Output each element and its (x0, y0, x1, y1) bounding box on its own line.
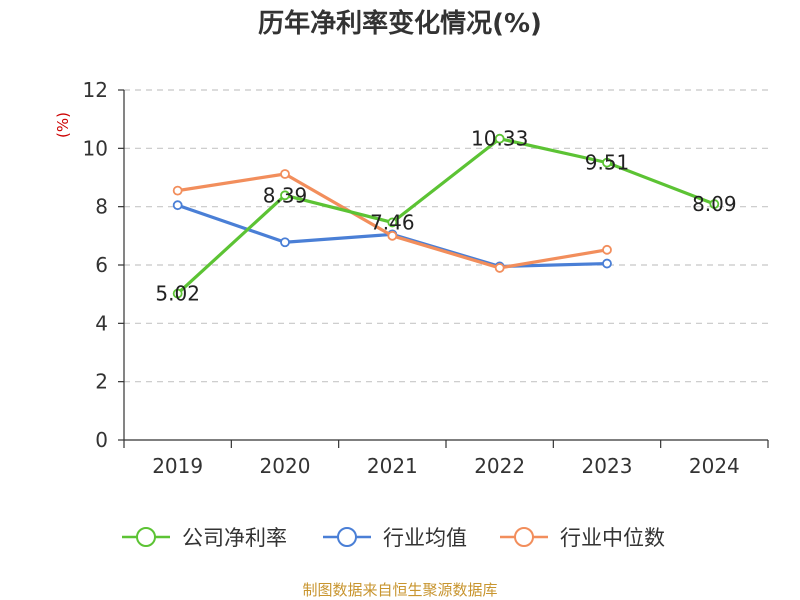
data-point (494, 263, 505, 273)
chart-title: 历年净利率变化情况(%) (258, 8, 542, 39)
y-tick-label: 12 (83, 78, 108, 102)
data-label: 5.02 (155, 282, 200, 306)
y-tick-label: 2 (95, 370, 108, 394)
series-2 (172, 169, 612, 273)
data-point (280, 169, 290, 179)
data-point (602, 157, 612, 168)
legend-item: 行业均值 (323, 526, 467, 550)
grid-lines (124, 89, 768, 383)
y-tick-label: 0 (95, 428, 108, 452)
data-label: 10.33 (471, 127, 528, 151)
y-tick-label: 6 (95, 253, 108, 277)
x-tick-label: 2020 (260, 454, 311, 478)
data-point (280, 237, 290, 248)
legend-marker (337, 527, 357, 547)
data-point (387, 217, 398, 228)
data-label: 7.46 (370, 210, 415, 234)
data-point (280, 190, 290, 201)
data-label: 9.51 (585, 151, 630, 175)
data-point (709, 199, 720, 209)
y-tick-label: 10 (83, 136, 108, 160)
data-label: 8.09 (692, 192, 737, 216)
data-point (494, 133, 505, 144)
legend-marker (514, 527, 534, 547)
legend-item: 行业中位数 (500, 526, 665, 550)
y-axis-label: (%) (54, 112, 72, 138)
x-tick-label: 2024 (689, 454, 740, 478)
y-tick-label: 8 (95, 195, 108, 219)
source-note: 制图数据来自恒生聚源数据库 (302, 581, 497, 599)
x-tick-label: 2022 (474, 454, 525, 478)
data-point (172, 185, 183, 196)
legend-marker (136, 527, 156, 547)
axes: 0 2 4 6 8 10 12 2019 2020 2021 2022 2023 2024 (83, 78, 769, 478)
data-point (387, 230, 398, 241)
data-point (602, 244, 612, 255)
series-0 (172, 133, 720, 299)
legend-item: 公司净利率 (122, 526, 287, 550)
data-point (602, 258, 612, 269)
series-line (176, 137, 715, 295)
x-tick-label: 2021 (367, 454, 418, 478)
legend-label: 行业中位数 (560, 526, 665, 550)
y-tick-label: 4 (95, 311, 108, 335)
legend-label: 公司净利率 (182, 526, 287, 550)
data-point (172, 288, 183, 299)
legend-label: 行业均值 (383, 526, 467, 550)
data-point (172, 200, 183, 211)
data-label: 8.39 (263, 183, 308, 207)
x-tick-label: 2023 (582, 454, 633, 478)
legend: 公司净利率 行业均值 行业中位数 (122, 526, 665, 550)
x-tick-label: 2019 (152, 454, 203, 478)
series-layer: 5.02 8.39 7.46 10.33 9.51 8.09 (155, 127, 736, 306)
